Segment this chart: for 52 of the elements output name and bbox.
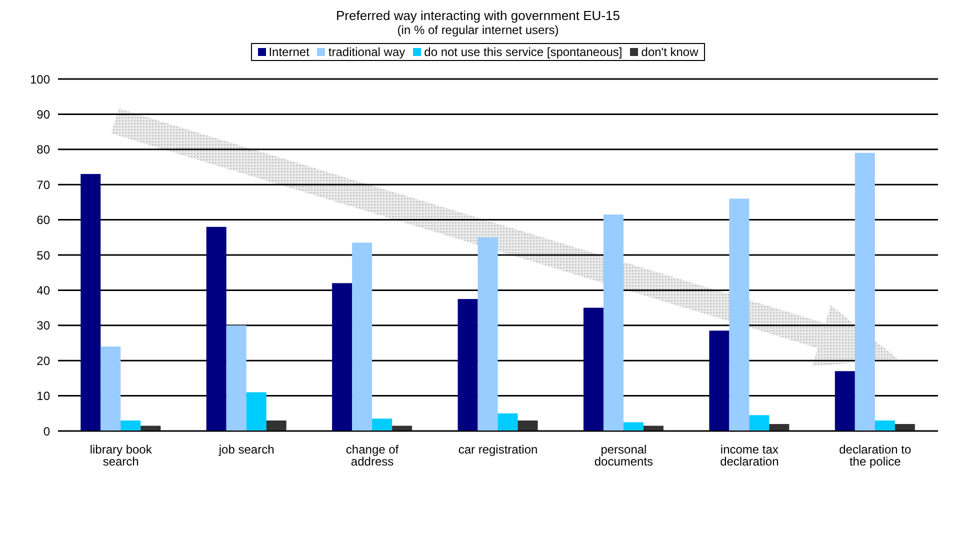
chart-title: Preferred way interacting with government EU-15 xyxy=(335,8,621,23)
x-tick-label: job search xyxy=(218,442,274,457)
x-tick-label: declaration to the police xyxy=(839,442,912,469)
bar xyxy=(458,299,478,431)
bar xyxy=(246,392,266,431)
bar xyxy=(266,420,286,431)
x-tick-label: change of address xyxy=(346,442,400,469)
y-tick-label: 10 xyxy=(36,389,50,404)
x-tick-label: car registration xyxy=(458,442,538,457)
x-tick-label: income tax declaration xyxy=(720,442,779,469)
y-tick-label: 70 xyxy=(36,178,50,192)
bar xyxy=(769,424,790,431)
bar xyxy=(100,346,121,431)
bar xyxy=(749,415,770,431)
y-tick-label: 90 xyxy=(36,107,50,122)
y-tick-label: 30 xyxy=(36,318,50,333)
bar xyxy=(709,330,730,431)
bar xyxy=(80,174,101,431)
bar xyxy=(518,420,538,431)
y-tick-label: 20 xyxy=(36,354,50,368)
bar xyxy=(643,426,664,431)
bar xyxy=(603,214,624,431)
legend-label: Internet xyxy=(268,45,310,59)
bar xyxy=(478,237,498,431)
y-tick-label: 50 xyxy=(36,248,50,262)
x-tick-label: library book search xyxy=(90,442,153,469)
bar xyxy=(894,424,915,431)
bar xyxy=(140,426,161,431)
bar xyxy=(352,242,372,431)
bar xyxy=(834,371,855,431)
bar xyxy=(372,418,392,431)
y-tick-label: 100 xyxy=(30,72,50,86)
bar xyxy=(332,283,352,431)
bar xyxy=(874,420,895,431)
bar xyxy=(392,426,412,431)
y-tick-label: 60 xyxy=(36,213,50,228)
y-tick-label: 0 xyxy=(43,424,50,438)
bar xyxy=(729,198,750,431)
bar xyxy=(498,413,518,431)
bar xyxy=(226,325,246,431)
bar xyxy=(120,420,141,431)
bar xyxy=(623,422,644,431)
y-tick-label: 80 xyxy=(36,142,50,157)
x-tick-label: personal documents xyxy=(594,442,654,469)
bar xyxy=(854,152,875,431)
legend-label: do not use this service [spontaneous] xyxy=(423,45,622,59)
bar xyxy=(583,308,604,431)
bar xyxy=(206,226,226,431)
y-tick-label: 40 xyxy=(36,283,50,298)
legend-label: traditional way xyxy=(327,45,406,59)
chart-subtitle: (in % of regular internet users) xyxy=(396,23,560,37)
legend-label: don't know xyxy=(640,45,698,59)
